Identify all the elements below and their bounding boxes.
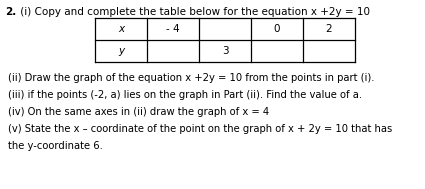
- Text: (i) Copy and complete the table below for the equation x +2y = 10: (i) Copy and complete the table below fo…: [17, 7, 370, 17]
- Text: 3: 3: [222, 46, 228, 56]
- Text: 2: 2: [326, 24, 332, 34]
- Text: 0: 0: [274, 24, 280, 34]
- Text: 2.: 2.: [5, 7, 16, 17]
- Text: (iv) On the same axes in (ii) draw the graph of x = 4: (iv) On the same axes in (ii) draw the g…: [8, 107, 269, 117]
- Text: (ii) Draw the graph of the equation x +2y = 10 from the points in part (i).: (ii) Draw the graph of the equation x +2…: [8, 73, 374, 83]
- Text: y: y: [118, 46, 124, 56]
- Text: x: x: [118, 24, 124, 34]
- Text: (iii) if the points (-2, a) lies on the graph in Part (ii). Find the value of a.: (iii) if the points (-2, a) lies on the …: [8, 90, 362, 100]
- Text: - 4: - 4: [166, 24, 180, 34]
- Text: (v) State the x – coordinate of the point on the graph of x + 2y = 10 that has: (v) State the x – coordinate of the poin…: [8, 124, 392, 134]
- Text: the y-coordinate 6.: the y-coordinate 6.: [8, 141, 103, 151]
